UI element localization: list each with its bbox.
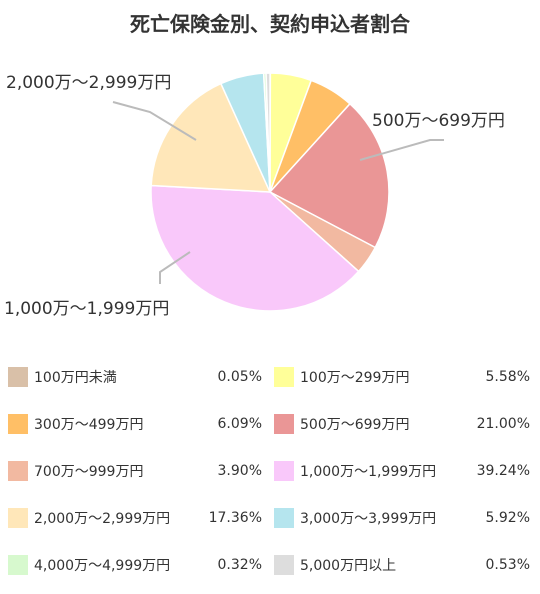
callout-label-500-699: 500万〜699万円 — [372, 111, 505, 131]
pie-slice-3 — [268, 102, 390, 249]
legend-percent-0: 0.05% — [217, 369, 262, 385]
legend-label-6: 2,000万〜2,999万円 — [34, 511, 171, 527]
legend-swatch-4 — [8, 461, 28, 481]
callout-label-1000-1999: 1,000万〜1,999万円 — [4, 299, 170, 319]
legend-item-3: 500万〜699万円 21.00% — [274, 412, 530, 436]
chart-title: 死亡保険金別、契約申込者割合 — [130, 12, 410, 36]
legend-item-7: 3,000万〜3,999万円 5.92% — [274, 506, 530, 530]
legend-percent-8: 0.32% — [217, 557, 262, 573]
legend-label-2: 300万〜499万円 — [34, 417, 144, 433]
legend-percent-4: 3.90% — [217, 463, 262, 479]
leader-line-1 — [359, 139, 444, 161]
legend-swatch-1 — [274, 367, 294, 387]
legend-item-5: 1,000万〜1,999万円 39.24% — [274, 459, 530, 483]
legend-swatch-0 — [8, 367, 28, 387]
leader-line-0 — [112, 101, 197, 141]
legend-label-5: 1,000万〜1,999万円 — [300, 464, 437, 480]
legend-label-9: 5,000万円以上 — [300, 558, 397, 574]
legend-swatch-5 — [274, 461, 294, 481]
legend-percent-6: 17.36% — [208, 510, 262, 526]
pie-slice-5 — [150, 184, 360, 312]
legend-swatch-6 — [8, 508, 28, 528]
legend-swatch-8 — [8, 555, 28, 575]
legend-label-1: 100万〜299万円 — [300, 370, 410, 386]
legend-item-8: 4,000万〜4,999万円 0.32% — [8, 553, 262, 577]
legend-label-7: 3,000万〜3,999万円 — [300, 511, 437, 527]
legend-percent-1: 5.58% — [485, 369, 530, 385]
legend-percent-5: 39.24% — [476, 463, 530, 479]
legend-percent-7: 5.92% — [485, 510, 530, 526]
legend-item-9: 5,000万円以上 0.53% — [274, 553, 530, 577]
legend-percent-3: 21.00% — [476, 416, 530, 432]
legend-item-1: 100万〜299万円 5.58% — [274, 365, 530, 389]
legend-percent-9: 0.53% — [485, 557, 530, 573]
legend-label-3: 500万〜699万円 — [300, 417, 410, 433]
legend-percent-2: 6.09% — [217, 416, 262, 432]
legend-swatch-3 — [274, 414, 294, 434]
legend-label-0: 100万円未満 — [34, 370, 117, 386]
callout-label-2000-2999: 2,000万〜2,999万円 — [6, 73, 172, 93]
pie-slice-9 — [265, 72, 271, 193]
leader-line-2 — [159, 251, 191, 284]
legend-swatch-7 — [274, 508, 294, 528]
legend-item-0: 100万円未満 0.05% — [8, 365, 262, 389]
legend-item-6: 2,000万〜2,999万円 17.36% — [8, 506, 262, 530]
legend-label-8: 4,000万〜4,999万円 — [34, 558, 171, 574]
legend-item-2: 300万〜499万円 6.09% — [8, 412, 262, 436]
legend-swatch-2 — [8, 414, 28, 434]
legend-item-4: 700万〜999万円 3.90% — [8, 459, 262, 483]
legend-label-4: 700万〜999万円 — [34, 464, 144, 480]
legend-swatch-9 — [274, 555, 294, 575]
